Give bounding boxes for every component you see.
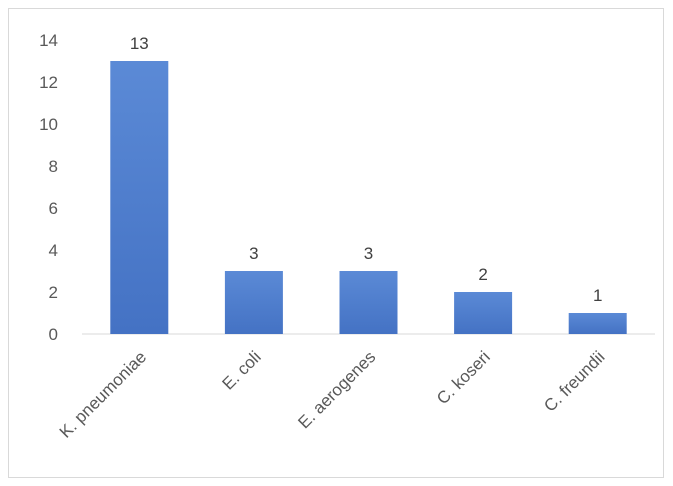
bar-2 [339, 271, 398, 334]
bar-1 [224, 271, 283, 334]
bar-0 [110, 61, 169, 334]
bars [110, 61, 627, 334]
category-label-1: E. coli [219, 347, 265, 393]
y-tick-label: 8 [49, 157, 58, 176]
category-label-4: C. freundii [540, 347, 608, 415]
category-labels: K. pneumoniae E. coli E. aerogenes C. koser… [56, 347, 609, 441]
y-tick-label: 2 [49, 283, 58, 302]
data-label-0: 13 [130, 34, 149, 53]
data-label-3: 2 [478, 265, 487, 284]
y-tick-label: 4 [49, 241, 58, 260]
data-label-2: 3 [364, 244, 373, 263]
y-tick-label: 10 [39, 115, 58, 134]
y-tick-label: 0 [49, 325, 58, 344]
bar-3 [454, 292, 513, 334]
y-tick-label: 14 [39, 31, 58, 50]
bar-4 [568, 313, 627, 334]
y-tick-label: 12 [39, 73, 58, 92]
data-labels: 13 3 3 2 1 [130, 34, 603, 305]
data-label-1: 3 [249, 244, 258, 263]
y-axis-ticks: 0 2 4 6 8 10 12 14 [39, 31, 58, 344]
category-label-0: K. pneumoniae [56, 347, 150, 441]
y-tick-label: 6 [49, 199, 58, 218]
category-label-3: C. koseri [433, 347, 494, 408]
category-label-2: E. aerogenes [294, 347, 379, 432]
data-label-4: 1 [593, 286, 602, 305]
